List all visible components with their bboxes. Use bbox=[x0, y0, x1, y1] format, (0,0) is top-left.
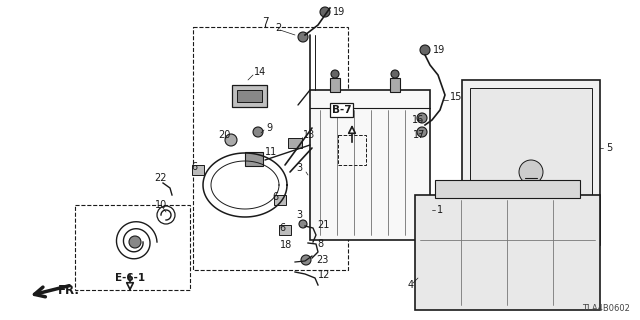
Text: 23: 23 bbox=[316, 255, 328, 265]
Text: 15: 15 bbox=[450, 92, 462, 102]
Bar bbox=[435, 180, 580, 198]
Bar bbox=[232, 85, 267, 107]
Text: 9: 9 bbox=[266, 123, 272, 133]
Text: 11: 11 bbox=[265, 147, 277, 157]
Bar bbox=[462, 80, 600, 245]
Circle shape bbox=[299, 220, 307, 228]
Bar bbox=[237, 90, 262, 102]
Text: 12: 12 bbox=[318, 270, 330, 280]
Text: 1: 1 bbox=[437, 205, 443, 215]
Bar bbox=[193, 27, 348, 270]
Bar bbox=[245, 152, 263, 166]
Text: 19: 19 bbox=[433, 45, 445, 55]
Bar bbox=[390, 78, 400, 92]
Text: 6: 6 bbox=[272, 192, 278, 202]
Circle shape bbox=[298, 32, 308, 42]
Text: 16: 16 bbox=[412, 115, 424, 125]
Circle shape bbox=[157, 206, 175, 224]
Circle shape bbox=[331, 70, 339, 78]
Bar bbox=[415, 195, 600, 310]
Bar bbox=[279, 225, 291, 235]
Text: 7: 7 bbox=[262, 17, 269, 27]
Text: 20: 20 bbox=[218, 130, 230, 140]
Text: 4: 4 bbox=[408, 280, 414, 290]
Bar bbox=[274, 195, 286, 205]
Text: TLA4B0602: TLA4B0602 bbox=[582, 304, 630, 313]
Text: B-7: B-7 bbox=[332, 105, 351, 115]
Circle shape bbox=[391, 70, 399, 78]
Bar bbox=[338, 135, 366, 165]
Bar bbox=[310, 90, 430, 240]
Bar bbox=[330, 78, 340, 92]
Circle shape bbox=[420, 45, 430, 55]
Text: 6: 6 bbox=[191, 162, 197, 172]
Text: 18: 18 bbox=[280, 240, 292, 250]
Circle shape bbox=[320, 7, 330, 17]
Text: 21: 21 bbox=[317, 220, 330, 230]
Circle shape bbox=[129, 236, 141, 248]
Circle shape bbox=[417, 113, 427, 123]
Bar bbox=[470, 88, 592, 223]
Circle shape bbox=[417, 127, 427, 137]
Text: 3: 3 bbox=[296, 163, 302, 173]
Text: E-6-1: E-6-1 bbox=[115, 273, 145, 283]
Text: FR.: FR. bbox=[58, 284, 80, 298]
Circle shape bbox=[519, 160, 543, 184]
Text: 14: 14 bbox=[254, 67, 266, 77]
Circle shape bbox=[225, 134, 237, 146]
Text: 19: 19 bbox=[333, 7, 345, 17]
Bar bbox=[288, 138, 302, 148]
Text: 13: 13 bbox=[303, 130, 316, 140]
Circle shape bbox=[253, 127, 263, 137]
Bar bbox=[75, 205, 190, 290]
Text: 10: 10 bbox=[155, 200, 167, 210]
Text: 2: 2 bbox=[275, 23, 281, 33]
Text: 8: 8 bbox=[317, 239, 323, 249]
Bar bbox=[192, 165, 204, 175]
Text: 17: 17 bbox=[413, 130, 426, 140]
Text: 5: 5 bbox=[606, 143, 612, 153]
Circle shape bbox=[301, 255, 311, 265]
Text: 3: 3 bbox=[296, 210, 302, 220]
Text: 22: 22 bbox=[154, 173, 166, 183]
Text: 6: 6 bbox=[279, 223, 285, 233]
